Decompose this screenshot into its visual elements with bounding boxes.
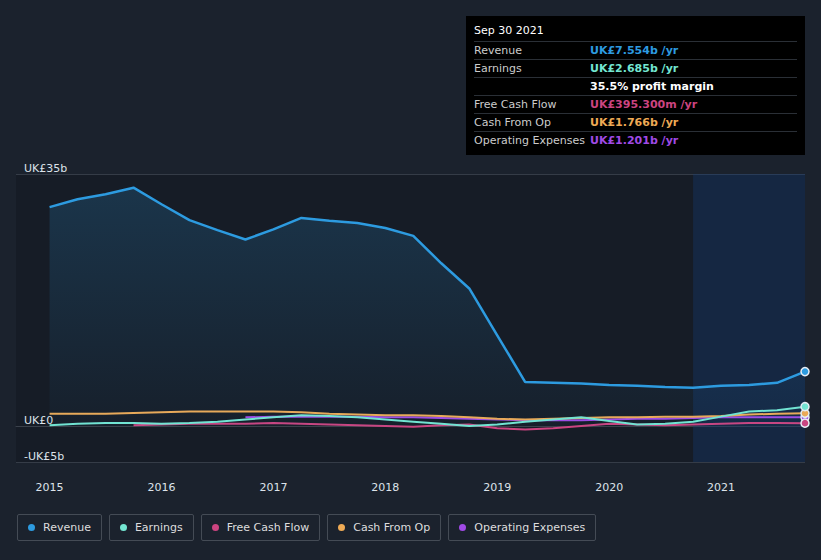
html-text:Operating Expenses: Operating Expenses	[474, 134, 585, 147]
html-text:UK£1.766b /yr: UK£1.766b /yr	[590, 116, 679, 129]
html-text:UK£2.685b /yr: UK£2.685b /yr	[590, 62, 679, 75]
html-text:UK£395.300m /yr: UK£395.300m /yr	[590, 98, 698, 111]
html-text:Cash From Op: Cash From Op	[353, 521, 431, 534]
svg-text:-UK£5b: -UK£5b	[24, 450, 64, 463]
svg-text:UK£35b: UK£35b	[24, 162, 67, 175]
html-text:Earnings: Earnings	[134, 521, 183, 534]
html-text:35.5% profit margin: 35.5% profit margin	[590, 80, 714, 93]
svg-text:2018: 2018	[371, 481, 399, 494]
svg-text:2019: 2019	[483, 481, 511, 494]
svg-text:2017: 2017	[259, 481, 287, 494]
html-text:Operating Expenses: Operating Expenses	[474, 521, 586, 534]
html-text:UK£1.201b /yr: UK£1.201b /yr	[590, 134, 679, 147]
html-text:Earnings: Earnings	[474, 62, 522, 75]
svg-text:2020: 2020	[595, 481, 623, 494]
svg-text:2021: 2021	[707, 481, 735, 494]
svg-text:2016: 2016	[147, 481, 175, 494]
html-text:UK£7.554b /yr: UK£7.554b /yr	[590, 44, 679, 57]
html-text:Free Cash Flow: Free Cash Flow	[226, 521, 310, 534]
svg-text:2015: 2015	[36, 481, 64, 494]
html-text:Revenue: Revenue	[43, 521, 91, 534]
html-text:Revenue: Revenue	[474, 44, 522, 57]
html-text:Free Cash Flow: Free Cash Flow	[474, 98, 557, 111]
html-text:Cash From Op: Cash From Op	[474, 116, 551, 129]
svg-text:UK£0: UK£0	[24, 414, 53, 427]
html-text:Sep 30 2021: Sep 30 2021	[474, 24, 544, 37]
